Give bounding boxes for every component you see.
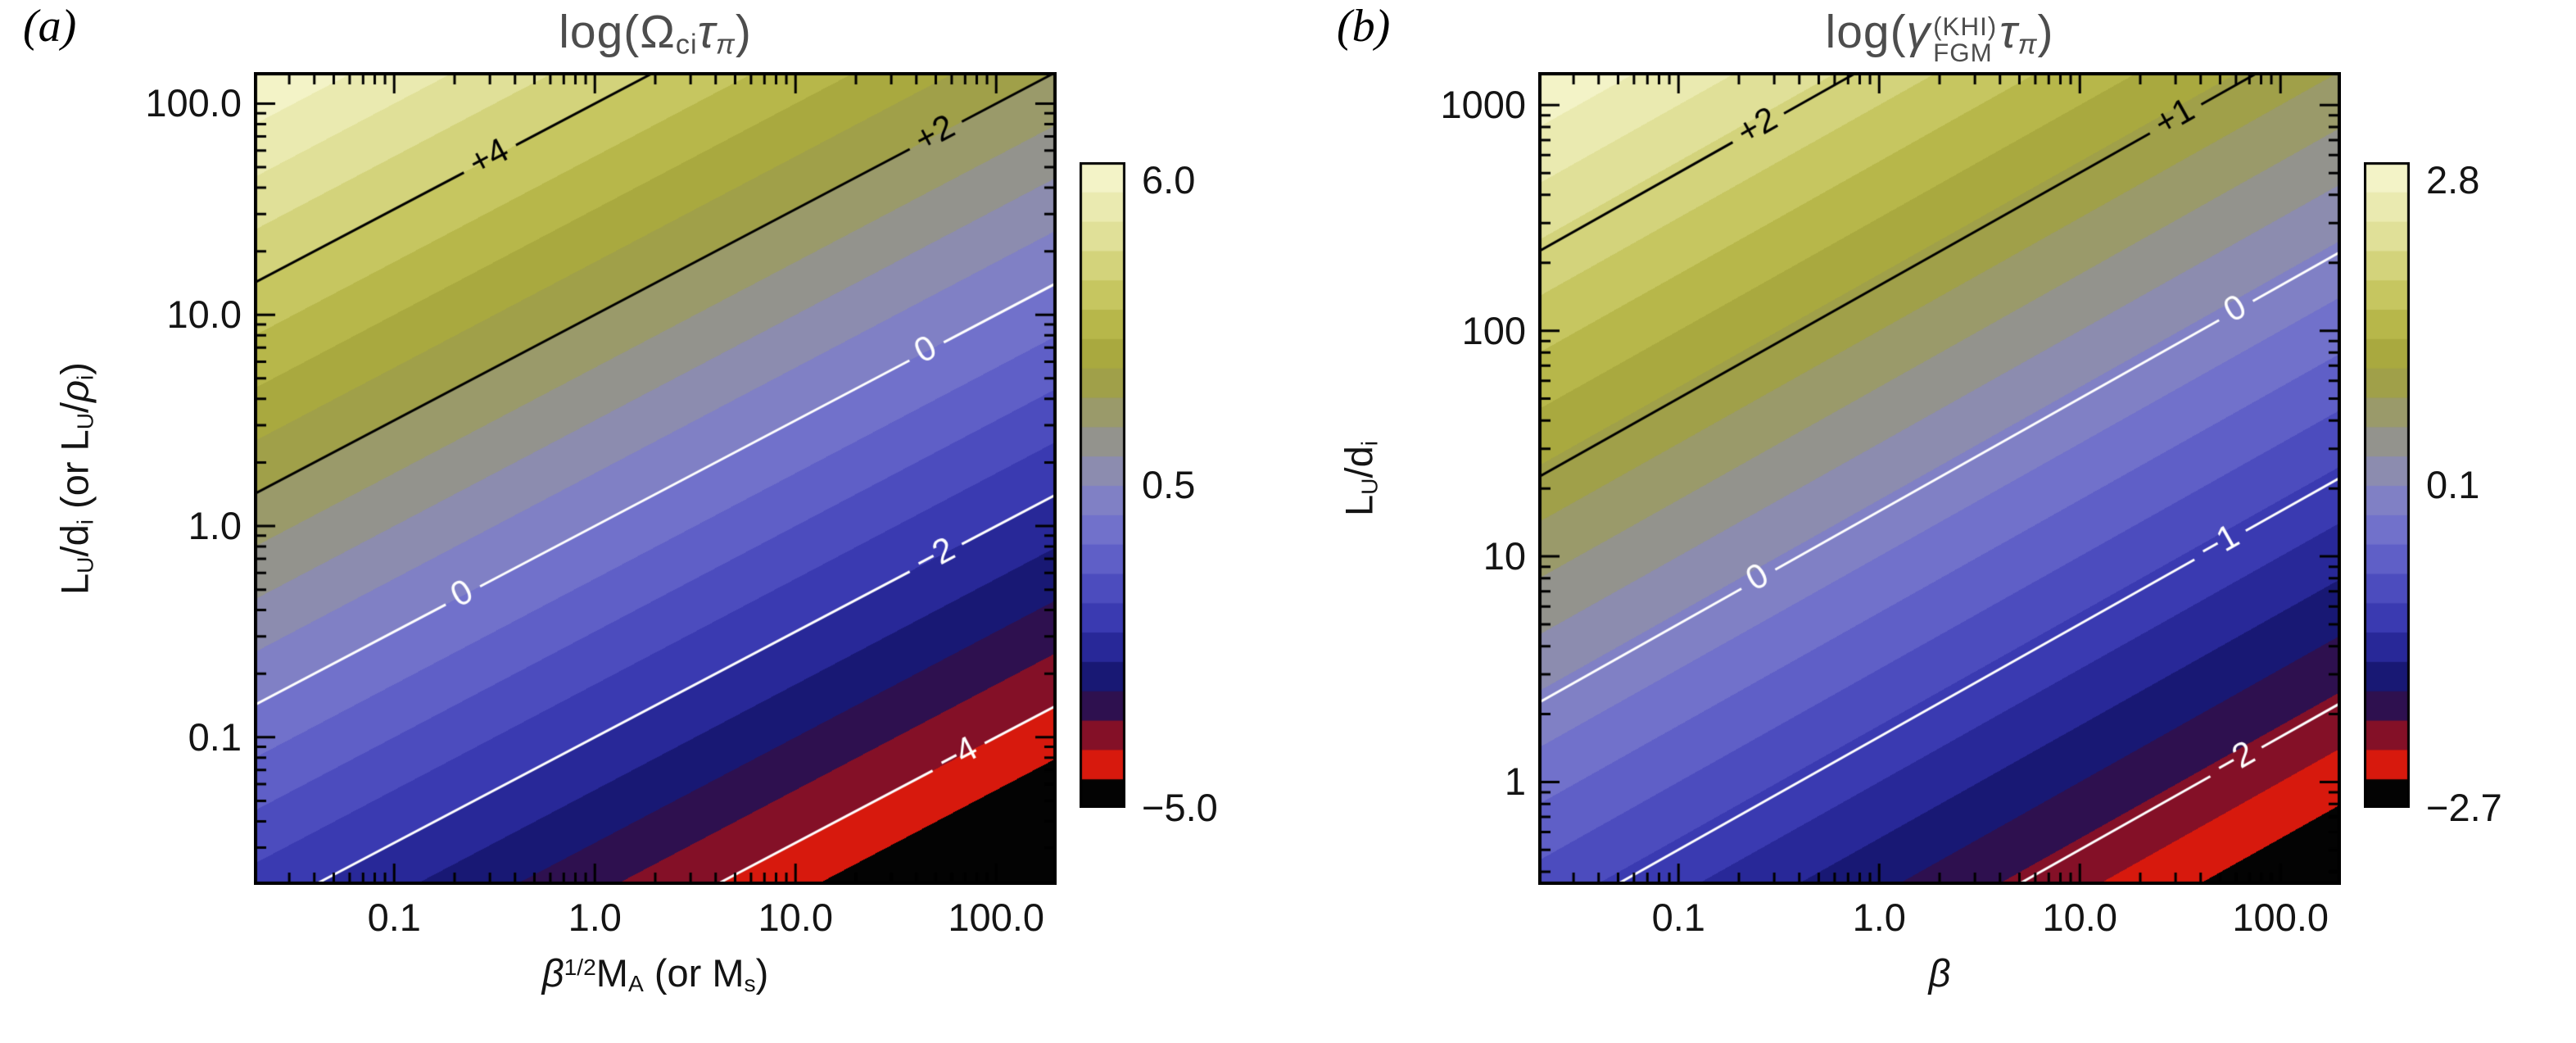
- panel-a: (a) log(Ωciτπ) LU/di (or LU/ρi) β1/2MA (…: [0, 0, 1284, 1043]
- contour-plot: [254, 72, 1057, 885]
- supsub-text: (KHI) FGM: [1933, 12, 1998, 68]
- y-tick-label: 100: [1461, 308, 1526, 352]
- panel-b: (b) log(γ (KHI) FGM τπ) LU/di β 1 10 100 1000 …: [1284, 0, 2569, 1043]
- colorbar-min-label: −2.7: [2426, 786, 2502, 829]
- colorbar: [1080, 162, 1125, 808]
- x-tick-label: 1.0: [568, 896, 622, 939]
- plot-title: log(γ (KHI) FGM τπ): [1825, 6, 2054, 68]
- y-axis-label: LU/di (or LU/ρi): [52, 362, 98, 595]
- y-tick-label: 10.0: [166, 292, 242, 337]
- x-axis-label: β: [1928, 951, 1951, 995]
- y-axis-label: LU/di: [1337, 441, 1383, 516]
- x-axis-label: β1/2MA (or Ms): [541, 951, 769, 997]
- x-tick-label: 100.0: [2232, 896, 2329, 939]
- x-tick-label: 0.1: [1651, 896, 1705, 939]
- colorbar-min-label: −5.0: [1142, 786, 1218, 829]
- colorbar-max-label: 2.8: [2426, 158, 2480, 202]
- colorbar-mid-label: 0.5: [1142, 463, 1196, 506]
- x-tick-label: 10.0: [758, 896, 833, 939]
- colorbar-mid-label: 0.1: [2426, 463, 2480, 506]
- colorbar-max-label: 6.0: [1142, 158, 1196, 202]
- y-tick-label: 10: [1483, 534, 1526, 578]
- x-tick-label: 1.0: [1852, 896, 1906, 939]
- plot-title: log(Ωciτπ): [559, 6, 752, 61]
- x-tick-label: 100.0: [948, 896, 1045, 939]
- colorbar: [2364, 162, 2410, 808]
- panel-tag: (a): [23, 1, 77, 52]
- y-tick-label: 1: [1504, 760, 1526, 804]
- y-tick-label: 1.0: [188, 504, 242, 548]
- y-tick-label: 1000: [1440, 83, 1526, 127]
- y-tick-label: 100.0: [145, 81, 242, 125]
- panel-tag: (b): [1337, 1, 1391, 52]
- x-tick-label: 10.0: [2042, 896, 2117, 939]
- contour-plot: [1538, 72, 2341, 885]
- y-tick-label: 0.1: [188, 714, 242, 759]
- x-tick-label: 0.1: [367, 896, 421, 939]
